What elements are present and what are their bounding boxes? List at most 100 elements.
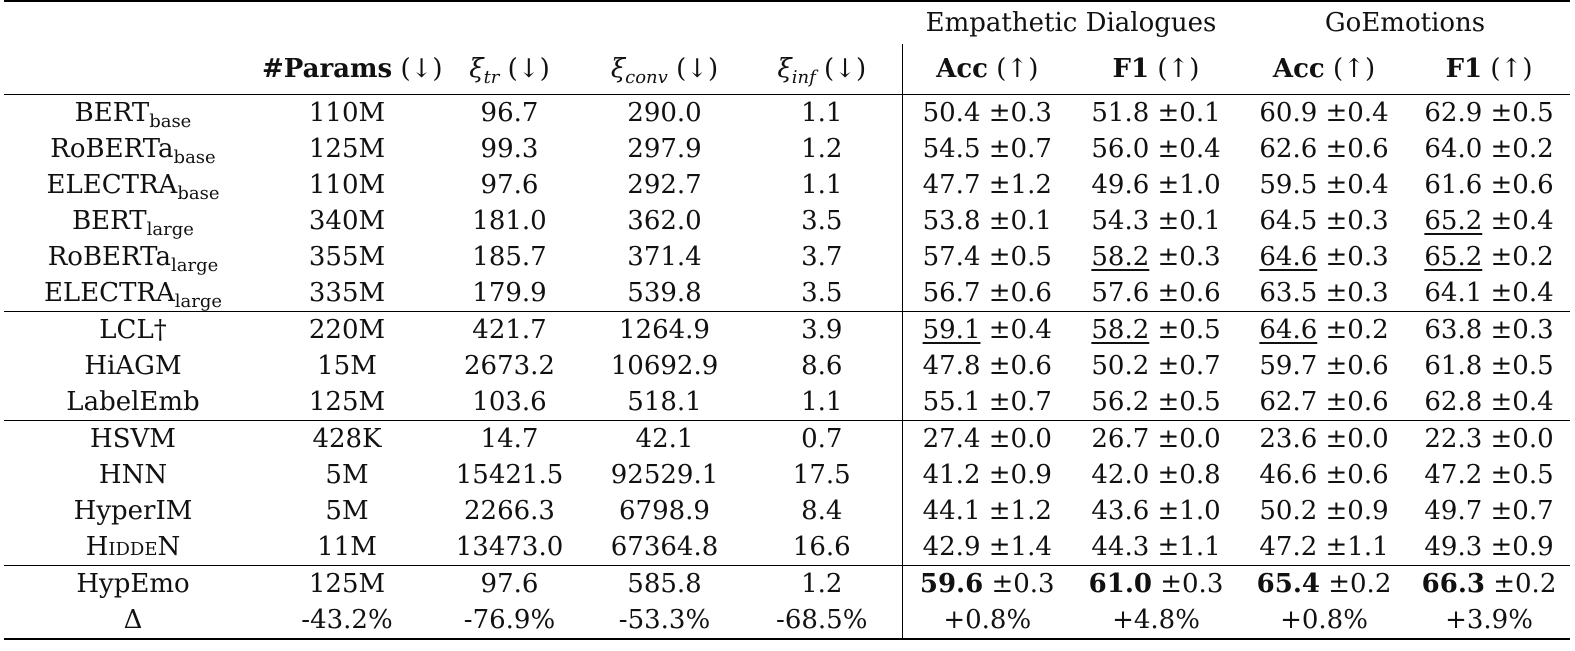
- params-cell: 11M: [317, 532, 377, 562]
- ge-acc-cell: 65.4 ±0.2: [1240, 565, 1409, 602]
- model-name-cell: HiddeN: [85, 532, 181, 562]
- inf-cell: 8.6: [801, 351, 843, 381]
- ed-acc-cell: 50.4 ±0.3: [901, 94, 1072, 131]
- tr-cell: 181.0: [472, 206, 547, 236]
- model-name-cell: HNN: [98, 460, 168, 490]
- table-row: BERTbase 110M 96.7 290.0 1.1 50.4 ±0.3 51.8 ±0…: [4, 94, 1570, 132]
- ge-acc-cell: 47.2 ±1.1: [1259, 532, 1389, 562]
- params-cell: 220M: [262, 311, 432, 348]
- model-name-cell: LabelEmb: [66, 387, 200, 417]
- params-cell: 335M: [308, 278, 386, 308]
- conv-cell: 585.8: [587, 565, 742, 602]
- ge-f1-cell: 64.0 ±0.2: [1424, 134, 1554, 164]
- params-cell: 125M: [308, 134, 386, 164]
- tr-cell: 179.9: [472, 278, 547, 308]
- ge-f1-cell: 65.2 ±0.4: [1424, 206, 1554, 236]
- ed-f1-cell: 26.7 ±0.0: [1072, 420, 1241, 457]
- ed-acc-cell: 55.1 ±0.7: [901, 384, 1072, 421]
- dataset-header-row: Empathetic Dialogues GoEmotions: [4, 0, 1571, 44]
- tr-cell: 99.3: [480, 134, 539, 164]
- tr-cell: 14.7: [432, 420, 587, 457]
- inf-cell: 8.4: [801, 496, 843, 526]
- ed-f1-cell: 56.2 ±0.5: [1091, 387, 1221, 417]
- model-name-cell: RoBERTabase: [50, 134, 216, 168]
- ed-f1-column-header: F1 (↑): [1072, 44, 1241, 95]
- model-name-cell: BERTlarge: [72, 206, 194, 240]
- params-cell: 355M: [308, 242, 386, 272]
- conv-cell: 292.7: [627, 170, 702, 200]
- ed-acc-column-header: Acc (↑): [901, 44, 1072, 95]
- ed-acc-cell: 41.2 ±0.9: [901, 457, 1072, 493]
- table-row: HyperIM 5M 2266.3 6798.9 8.4 44.1 ±1.2 43.6 ±1…: [4, 493, 1570, 529]
- conv-cell: 290.0: [627, 98, 702, 128]
- ed-f1-cell: 61.0 ±0.3: [1072, 565, 1241, 602]
- table-row: BERTlarge 340M 181.0 362.0 3.5 53.8 ±0.1 54.3 …: [4, 203, 1570, 239]
- params-cell: -43.2%: [262, 602, 432, 640]
- ge-f1-cell: 22.3 ±0.0: [1408, 420, 1571, 457]
- ed-acc-cell: 59.1 ±0.4: [901, 311, 1072, 348]
- tr-cell: 96.7: [480, 98, 539, 128]
- ge-acc-cell: 50.2 ±0.9: [1259, 496, 1389, 526]
- ed-acc-cell: 47.8 ±0.6: [901, 348, 1072, 384]
- params-cell: 15M: [317, 351, 377, 381]
- conv-cell: 67364.8: [610, 532, 719, 562]
- model-name-cell: BERTbase: [74, 98, 192, 132]
- inf-cell: 1.1: [801, 387, 843, 417]
- model-name-cell: ELECTRAlarge: [43, 278, 223, 312]
- params-cell: 428K: [262, 420, 432, 457]
- xi-tr-column-header: ξtr (↓): [432, 44, 587, 95]
- conv-cell: 362.0: [627, 206, 702, 236]
- model-name-cell: HiAGM: [84, 351, 182, 381]
- conv-cell: 1264.9: [587, 311, 742, 348]
- table-row: LCL† 220M 421.7 1264.9 3.9 59.1 ±0.4 58.2 ±0.5…: [4, 311, 1571, 348]
- column-header-row: #Params (↓) ξtr (↓) ξconv (↓) ξinf (↓) A…: [4, 44, 1571, 95]
- model-name-cell: HSVM: [4, 420, 262, 457]
- ge-f1-column-header: F1 (↑): [1408, 44, 1571, 95]
- params-cell: 125M: [262, 565, 432, 602]
- table-row: ELECTRAlarge 335M 179.9 539.8 3.5 56.7 ±0.6 57…: [4, 275, 1570, 312]
- conv-cell: 371.4: [627, 242, 702, 272]
- ed-acc-cell: 56.7 ±0.6: [901, 275, 1072, 312]
- ge-acc-cell: 62.6 ±0.6: [1259, 134, 1389, 164]
- ge-acc-cell: 60.9 ±0.4: [1259, 98, 1389, 128]
- ge-acc-cell: 62.7 ±0.6: [1259, 387, 1389, 417]
- xi-inf-column-header: ξinf (↓): [742, 44, 902, 95]
- ge-f1-cell: 63.8 ±0.3: [1408, 311, 1571, 348]
- inf-cell: 16.6: [792, 532, 851, 562]
- ed-f1-cell: 50.2 ±0.7: [1091, 351, 1221, 381]
- table-row: RoBERTabase 125M 99.3 297.9 1.2 54.5 ±0.7 56.0…: [4, 131, 1570, 167]
- tr-cell: 97.6: [432, 565, 587, 602]
- ge-acc-cell: 59.5 ±0.4: [1259, 170, 1389, 200]
- params-column-header: #Params (↓): [262, 44, 443, 95]
- ed-acc-cell: 54.5 ±0.7: [901, 131, 1072, 167]
- ed-acc-cell: 27.4 ±0.0: [901, 420, 1072, 457]
- ge-f1-cell: 62.8 ±0.4: [1424, 387, 1554, 417]
- ed-f1-cell: 43.6 ±1.0: [1091, 496, 1221, 526]
- params-cell: 110M: [308, 98, 386, 128]
- params-cell: 340M: [308, 206, 386, 236]
- inf-cell: 3.9: [742, 311, 902, 348]
- tr-cell: 2673.2: [464, 351, 555, 381]
- ge-acc-cell: 23.6 ±0.0: [1240, 420, 1409, 457]
- tr-cell: 185.7: [472, 242, 547, 272]
- ed-f1-cell: +4.8%: [1072, 602, 1241, 640]
- table-row: HiddeN 11M 13473.0 67364.8 16.6 42.9 ±1.4 44.3…: [4, 529, 1570, 566]
- tr-cell: -76.9%: [432, 602, 587, 640]
- params-cell: 5M: [325, 496, 369, 526]
- tr-cell: 421.7: [432, 311, 587, 348]
- ge-f1-cell: 49.7 ±0.7: [1424, 496, 1554, 526]
- table-row: HypEmo 125M 97.6 585.8 1.2 59.6 ±0.3 61.0 ±0.3…: [4, 565, 1571, 602]
- ed-acc-cell: 59.6 ±0.3: [901, 565, 1072, 602]
- table-row: HSVM 428K 14.7 42.1 0.7 27.4 ±0.0 26.7 ±0.0 23.…: [4, 420, 1571, 457]
- ed-acc-cell: 53.8 ±0.1: [901, 203, 1072, 239]
- inf-cell: -68.5%: [742, 602, 902, 640]
- inf-cell: 3.7: [801, 242, 843, 272]
- ge-f1-cell: 65.2 ±0.2: [1424, 242, 1554, 272]
- conv-cell: 297.9: [627, 134, 702, 164]
- ge-acc-cell: +0.8%: [1240, 602, 1409, 640]
- inf-cell: 1.1: [801, 170, 843, 200]
- conv-cell: 42.1: [587, 420, 742, 457]
- conv-cell: 539.8: [627, 278, 702, 308]
- ed-acc-cell: +0.8%: [901, 602, 1072, 640]
- params-cell: 5M: [325, 460, 369, 490]
